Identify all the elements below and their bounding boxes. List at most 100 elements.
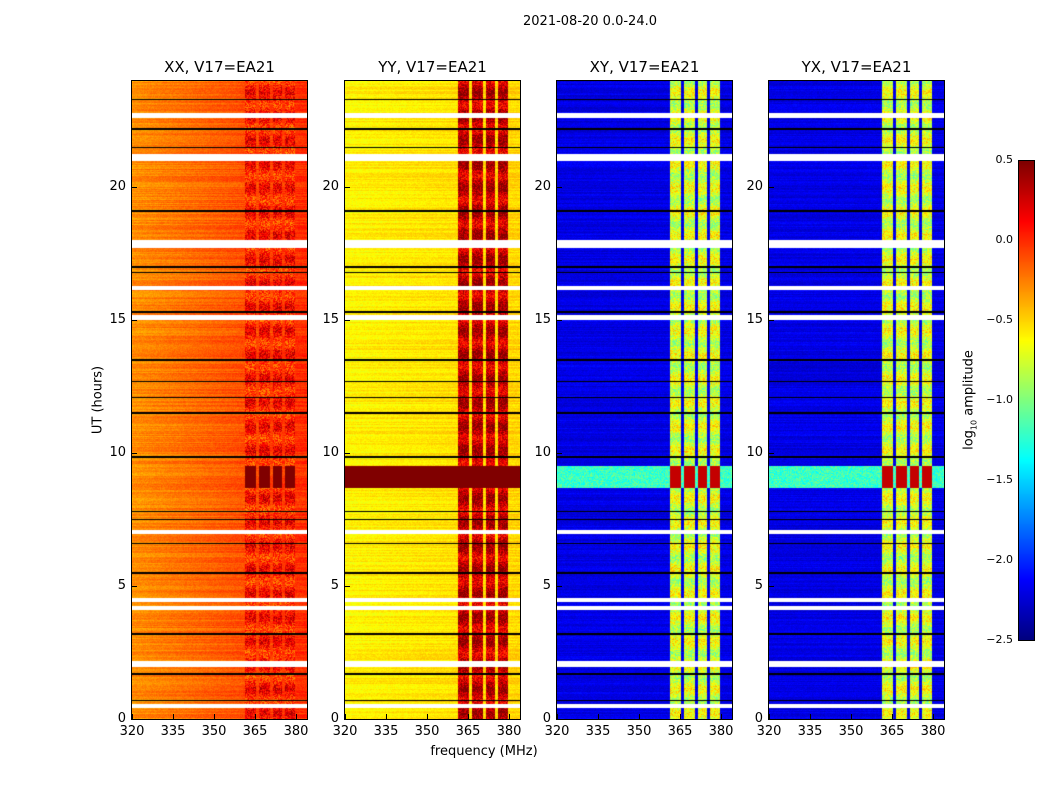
x-tick-mark (345, 714, 346, 719)
colorbar-tick-label: 0.0 (995, 233, 1014, 246)
x-tick-mark (769, 714, 770, 719)
colorbar (1018, 160, 1035, 641)
y-tick-mark (769, 586, 774, 588)
x-tick-mark (173, 714, 175, 719)
x-tick-label: 365 (667, 724, 693, 739)
x-tick-label: 350 (626, 724, 652, 739)
x-tick-label: 335 (373, 724, 399, 739)
colorbar-tick-label: −1.0 (986, 393, 1013, 406)
colorbar-label-log: log (961, 430, 977, 450)
y-tick-label: 5 (330, 578, 339, 594)
y-tick-mark (132, 320, 137, 322)
x-tick-mark (468, 714, 470, 719)
y-tick-mark (769, 719, 774, 720)
y-tick-label: 10 (109, 445, 126, 461)
colorbar-tick-label: −1.5 (986, 473, 1013, 486)
x-tick-label: 320 (332, 724, 358, 739)
heatmap-panel (768, 80, 945, 720)
y-tick-label: 15 (534, 312, 551, 328)
y-tick-label: 5 (117, 578, 126, 594)
x-tick-label: 350 (414, 724, 440, 739)
y-tick-mark (132, 719, 137, 720)
y-tick-label: 0 (330, 711, 339, 726)
heatmap-panel (131, 80, 308, 720)
x-tick-mark (851, 714, 853, 719)
y-tick-label: 0 (542, 711, 551, 726)
colorbar-label-rest: amplitude (961, 350, 977, 420)
y-tick-label: 5 (542, 578, 551, 594)
y-tick-label: 10 (322, 445, 339, 461)
x-tick-label: 350 (201, 724, 227, 739)
y-tick-mark (345, 719, 350, 720)
x-tick-label: 380 (283, 724, 309, 739)
heatmap-panel (556, 80, 733, 720)
y-tick-mark (769, 453, 774, 455)
y-tick-mark (557, 187, 562, 189)
x-tick-mark (810, 714, 812, 719)
y-tick-mark (132, 187, 137, 189)
colorbar-tick-label: −2.0 (986, 553, 1013, 566)
x-tick-mark (214, 714, 216, 719)
x-tick-mark (427, 714, 429, 719)
x-tick-label: 320 (544, 724, 570, 739)
x-tick-label: 380 (920, 724, 946, 739)
x-tick-mark (509, 714, 511, 719)
panel-title: YY, V17=EA21 (378, 58, 487, 76)
x-tick-label: 335 (585, 724, 611, 739)
y-tick-mark (557, 719, 562, 720)
x-tick-label: 320 (756, 724, 782, 739)
y-axis-label: UT (hours) (90, 365, 106, 435)
heatmap-image (345, 81, 520, 719)
x-axis-label: frequency (MHz) (430, 744, 538, 759)
x-tick-mark (386, 714, 388, 719)
x-tick-label: 365 (242, 724, 268, 739)
y-tick-mark (132, 453, 137, 455)
y-tick-label: 15 (109, 312, 126, 328)
y-tick-mark (557, 453, 562, 455)
y-tick-label: 15 (746, 312, 763, 328)
y-tick-label: 5 (754, 578, 763, 594)
colorbar-gradient (1019, 161, 1034, 640)
x-tick-mark (892, 714, 894, 719)
x-tick-mark (598, 714, 600, 719)
x-tick-mark (255, 714, 257, 719)
y-tick-label: 10 (534, 445, 551, 461)
x-tick-label: 365 (455, 724, 481, 739)
y-tick-label: 20 (109, 179, 126, 195)
y-tick-label: 20 (746, 179, 763, 195)
panel-title: YX, V17=EA21 (801, 58, 912, 76)
x-tick-mark (680, 714, 682, 719)
heatmap-image (557, 81, 732, 719)
x-tick-label: 380 (708, 724, 734, 739)
x-tick-label: 320 (119, 724, 145, 739)
colorbar-tick-label: −2.5 (986, 633, 1013, 646)
panel-title: XX, V17=EA21 (164, 58, 275, 76)
x-tick-label: 335 (160, 724, 186, 739)
y-tick-mark (769, 187, 774, 189)
x-tick-label: 335 (797, 724, 823, 739)
x-tick-label: 350 (838, 724, 864, 739)
y-tick-mark (769, 320, 774, 322)
x-tick-mark (721, 714, 723, 719)
x-tick-mark (933, 714, 935, 719)
y-tick-mark (557, 586, 562, 588)
y-tick-mark (345, 586, 350, 588)
y-tick-mark (345, 187, 350, 189)
y-tick-label: 15 (322, 312, 339, 328)
y-tick-label: 0 (117, 711, 126, 726)
x-tick-label: 380 (496, 724, 522, 739)
x-tick-mark (132, 714, 133, 719)
y-tick-mark (132, 586, 137, 588)
y-tick-mark (345, 453, 350, 455)
x-tick-mark (557, 714, 558, 719)
x-tick-label: 365 (879, 724, 905, 739)
heatmap-panel (344, 80, 521, 720)
y-tick-mark (557, 320, 562, 322)
y-tick-label: 0 (754, 711, 763, 726)
figure-title: 2021-08-20 0.0-24.0 (523, 14, 657, 29)
panel-title: XY, V17=EA21 (589, 58, 700, 76)
heatmap-image (769, 81, 944, 719)
y-tick-label: 20 (322, 179, 339, 195)
x-tick-mark (296, 714, 298, 719)
